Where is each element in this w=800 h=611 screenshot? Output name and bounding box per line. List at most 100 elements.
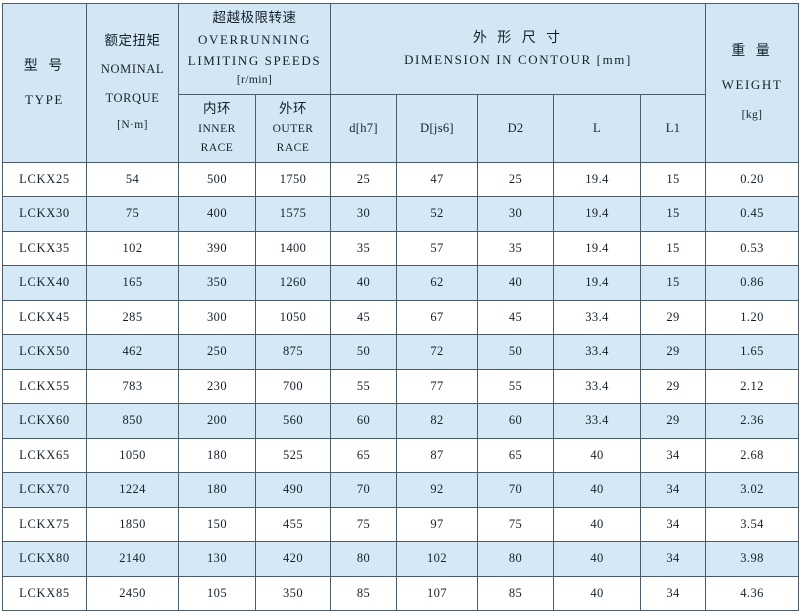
cell-L: 33.4 [553,403,642,439]
cell-weight: 2.68 [705,437,800,474]
cell-L1: 15 [640,265,707,301]
cell-D2: 55 [477,368,555,405]
cell-inner-race: 230 [178,368,256,405]
cell-L1: 15 [640,196,707,232]
column-header-type-cn: 型 号 [23,57,66,74]
cell-d: 60 [330,403,398,439]
cell-D: 77 [396,368,479,405]
cell-torque: 75 [86,196,179,232]
cell-type: LCKX65 [2,437,87,474]
cell-inner-race: 150 [178,506,256,543]
cell-D: 102 [396,541,479,577]
column-header-nominal-torque: 额定扭矩 NOMINAL TORQUE [N·m] [86,3,179,163]
column-header-weight-cn: 重 量 [731,42,773,59]
column-header-inner-race-cn: 内环 [203,101,231,118]
cell-weight: 0.20 [705,161,800,198]
cell-weight: 1.65 [705,334,800,370]
table-row: LCKX35 102 390 1400 35 57 35 19.4 15 0.53 [2,230,800,267]
cell-inner-race: 500 [178,161,256,198]
cell-L1: 34 [640,541,707,577]
cell-torque: 2140 [86,541,179,577]
cell-outer-race: 560 [254,403,332,439]
cell-type: LCKX55 [2,368,87,405]
cell-type: LCKX85 [2,575,87,611]
cell-D2: 65 [477,437,555,474]
column-header-outer-race: 外环 OUTER RACE [254,94,332,163]
column-header-weight-unit: [kg] [741,108,763,121]
cell-D: 62 [396,265,479,301]
cell-L1: 29 [640,299,707,336]
cell-type: LCKX45 [2,299,87,336]
cell-L: 40 [553,506,642,543]
cell-weight: 2.36 [705,403,800,439]
column-header-weight: 重 量 WEIGHT [kg] [705,3,800,163]
cell-L1: 34 [640,472,707,508]
table-row: LCKX50 462 250 875 50 72 50 33.4 29 1.65 [2,334,800,370]
column-header-type: 型 号 TYPE [2,3,87,163]
cell-outer-race: 1260 [254,265,332,301]
table-row: LCKX80 2140 130 420 80 102 80 40 34 3.98 [2,541,800,577]
table-row: LCKX55 783 230 700 55 77 55 33.4 29 2.12 [2,368,800,405]
cell-D: 57 [396,230,479,267]
cell-type: LCKX30 [2,196,87,232]
cell-D2: 45 [477,299,555,336]
cell-L: 40 [553,472,642,508]
column-header-speeds-en2: LIMITING SPEEDS [187,53,322,69]
cell-torque: 54 [86,161,179,198]
cell-D: 107 [396,575,479,611]
table-row: LCKX70 1224 180 490 70 92 70 40 34 3.02 [2,472,800,508]
cell-L1: 34 [640,437,707,474]
table-header: 型 号 TYPE 额定扭矩 NOMINAL TORQUE [N·m] 超越极限转… [2,2,800,163]
column-header-torque-en2: TORQUE [105,90,160,105]
cell-d: 30 [330,196,398,232]
column-header-torque-cn: 额定扭矩 [104,32,161,49]
cell-D: 97 [396,506,479,543]
column-header-d-h7-label: d[h7] [349,120,378,135]
cell-d: 50 [330,334,398,370]
cell-L1: 29 [640,368,707,405]
cell-D2: 60 [477,403,555,439]
cell-D: 52 [396,196,479,232]
cell-torque: 285 [86,299,179,336]
cell-D: 47 [396,161,479,198]
column-header-overrunning-speeds: 超越极限转速 OVERRUNNING LIMITING SPEEDS [r/mi… [177,2,332,96]
column-header-dimension-cn: 外 形 尺 寸 [472,29,564,46]
column-header-D2-label: D2 [507,120,524,135]
cell-torque: 2450 [86,575,179,611]
cell-D2: 30 [477,196,555,232]
cell-L: 19.4 [553,265,642,301]
cell-D: 67 [396,299,479,336]
cell-type: LCKX70 [2,472,87,508]
cell-type: LCKX75 [2,506,87,543]
header-row-group: 型 号 TYPE 额定扭矩 NOMINAL TORQUE [N·m] 超越极限转… [2,2,800,163]
column-header-torque-unit: [N·m] [117,119,148,132]
cell-weight: 3.54 [705,506,800,543]
cell-L: 40 [553,575,642,611]
cell-outer-race: 1050 [254,299,332,336]
cell-L1: 34 [640,575,707,611]
cell-d: 40 [330,265,398,301]
column-header-L-label: L [593,120,601,135]
column-header-D-js6: D[js6] [396,94,479,163]
cell-L: 33.4 [553,334,642,370]
cell-L: 40 [553,541,642,577]
column-header-dimension-en: DIMENSION IN CONTOUR [mm] [404,52,632,68]
cell-outer-race: 525 [254,437,332,474]
cell-weight: 4.36 [705,575,800,611]
column-header-inner-race-en2: RACE [200,141,234,154]
cell-torque: 783 [86,368,179,405]
cell-d: 85 [330,575,398,611]
cell-torque: 462 [86,334,179,370]
cell-inner-race: 390 [178,230,256,267]
cell-d: 35 [330,230,398,267]
column-header-outer-race-cn: 外环 [279,101,307,118]
cell-L1: 15 [640,230,707,267]
cell-inner-race: 350 [178,265,256,301]
cell-torque: 850 [86,403,179,439]
cell-inner-race: 105 [178,575,256,611]
cell-d: 75 [330,506,398,543]
cell-outer-race: 1575 [254,196,332,232]
column-header-speeds-unit: [r/min] [236,74,273,87]
cell-outer-race: 490 [254,472,332,508]
